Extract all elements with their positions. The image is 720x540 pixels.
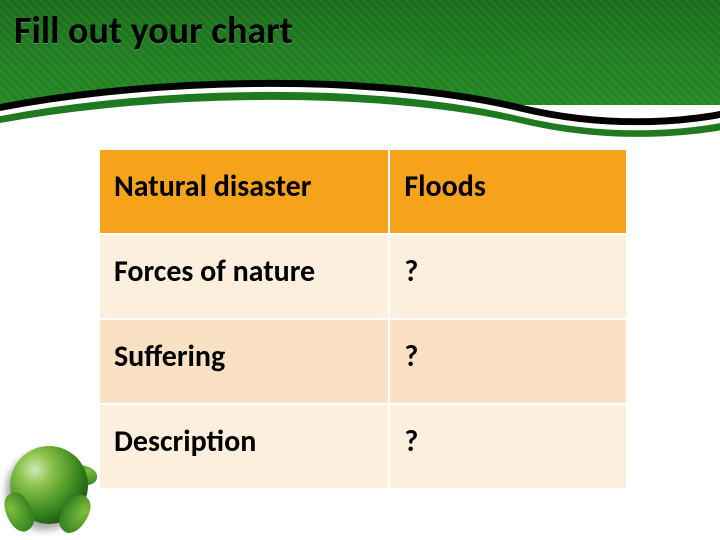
cell-label: Description bbox=[99, 404, 389, 489]
table-row: Forces of nature ? bbox=[99, 234, 627, 319]
slide-title: Fill out your chart bbox=[14, 8, 293, 54]
slide: Fill out your chart Natural disaster Flo… bbox=[0, 0, 720, 540]
table-row: Natural disaster Floods bbox=[99, 149, 627, 234]
table-row: Suffering ? bbox=[99, 319, 627, 404]
cell-value: Floods bbox=[389, 149, 627, 234]
chart-table: Natural disaster Floods Forces of nature… bbox=[98, 148, 628, 490]
cell-label: Natural disaster bbox=[99, 149, 389, 234]
table-row: Description ? bbox=[99, 404, 627, 489]
globe-icon bbox=[2, 440, 98, 536]
cell-value: ? bbox=[389, 234, 627, 319]
cell-value: ? bbox=[389, 404, 627, 489]
cell-label: Suffering bbox=[99, 319, 389, 404]
cell-value: ? bbox=[389, 319, 627, 404]
cell-label: Forces of nature bbox=[99, 234, 389, 319]
